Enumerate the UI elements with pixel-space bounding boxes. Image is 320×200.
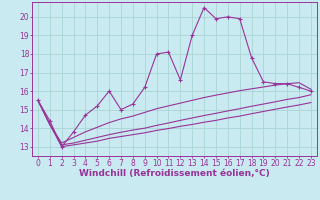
X-axis label: Windchill (Refroidissement éolien,°C): Windchill (Refroidissement éolien,°C) — [79, 169, 270, 178]
